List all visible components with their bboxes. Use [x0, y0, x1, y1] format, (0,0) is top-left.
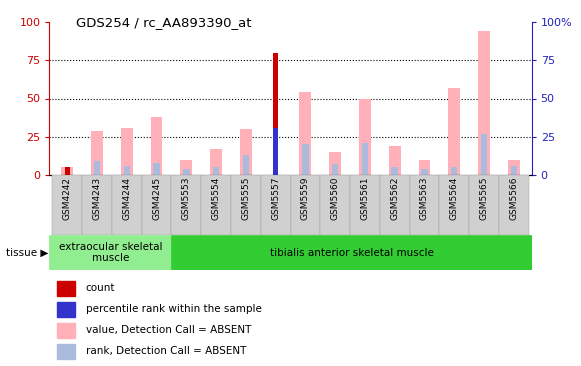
Bar	[273, 128, 278, 175]
Text: GSM5560: GSM5560	[331, 177, 340, 220]
Bar	[142, 175, 171, 235]
Bar	[439, 175, 469, 235]
Text: GSM4244: GSM4244	[122, 177, 131, 220]
Text: GSM5563: GSM5563	[420, 177, 429, 220]
Text: GSM5559: GSM5559	[301, 177, 310, 220]
Text: extraocular skeletal
muscle: extraocular skeletal muscle	[59, 242, 162, 263]
Bar	[290, 175, 320, 235]
Bar	[449, 88, 460, 175]
Bar	[171, 175, 201, 235]
Text: GSM5561: GSM5561	[360, 177, 370, 220]
Bar	[240, 129, 252, 175]
Text: rank, Detection Call = ABSENT: rank, Detection Call = ABSENT	[85, 346, 246, 356]
Bar	[320, 175, 350, 235]
Text: GSM4245: GSM4245	[152, 177, 161, 220]
Bar	[121, 128, 132, 175]
Bar	[243, 155, 249, 175]
Bar	[389, 146, 400, 175]
Text: GDS254 / rc_AA893390_at: GDS254 / rc_AA893390_at	[76, 16, 251, 30]
Bar	[58, 302, 76, 317]
Bar	[112, 175, 142, 235]
Bar	[302, 145, 309, 175]
Bar	[213, 167, 219, 175]
Bar	[65, 167, 70, 175]
Bar	[480, 134, 487, 175]
Bar	[392, 167, 398, 175]
Bar	[410, 175, 439, 235]
Bar	[91, 131, 103, 175]
Bar	[181, 160, 192, 175]
Text: tissue ▶: tissue ▶	[6, 247, 48, 258]
Bar	[359, 98, 371, 175]
Bar	[52, 175, 82, 235]
Text: value, Detection Call = ABSENT: value, Detection Call = ABSENT	[85, 325, 251, 335]
Bar	[58, 323, 76, 338]
Bar	[210, 149, 222, 175]
Bar	[421, 169, 428, 175]
Bar	[350, 175, 380, 235]
Text: GSM4243: GSM4243	[92, 177, 102, 220]
Bar	[299, 92, 311, 175]
Text: percentile rank within the sample: percentile rank within the sample	[85, 304, 261, 314]
Text: GSM5557: GSM5557	[271, 177, 280, 220]
Bar	[82, 175, 112, 235]
Bar	[499, 175, 529, 235]
Text: count: count	[85, 283, 115, 293]
Text: GSM5555: GSM5555	[241, 177, 250, 220]
Bar	[58, 344, 76, 359]
Bar	[380, 175, 410, 235]
Bar	[153, 163, 160, 175]
Bar	[261, 175, 290, 235]
Bar	[171, 235, 532, 270]
Text: GSM5564: GSM5564	[450, 177, 459, 220]
Text: GSM5562: GSM5562	[390, 177, 399, 220]
Text: GSM5554: GSM5554	[211, 177, 221, 220]
Text: GSM5553: GSM5553	[182, 177, 191, 220]
Bar	[329, 152, 341, 175]
Bar	[94, 161, 101, 175]
Text: GSM5566: GSM5566	[510, 177, 518, 220]
Bar	[418, 160, 431, 175]
Text: GSM5565: GSM5565	[479, 177, 489, 220]
Bar	[183, 169, 189, 175]
Bar	[508, 160, 519, 175]
Bar	[231, 175, 261, 235]
Bar	[58, 281, 76, 296]
Bar	[469, 175, 499, 235]
Bar	[273, 53, 278, 175]
Bar	[124, 166, 130, 175]
Text: GSM4242: GSM4242	[63, 177, 71, 220]
Bar	[478, 31, 490, 175]
Bar	[201, 175, 231, 235]
Bar	[332, 164, 338, 175]
Bar	[49, 235, 171, 270]
Bar	[451, 167, 457, 175]
Bar	[362, 143, 368, 175]
Bar	[511, 166, 517, 175]
Bar	[62, 167, 73, 175]
Text: tibialis anterior skeletal muscle: tibialis anterior skeletal muscle	[270, 247, 433, 258]
Bar	[150, 117, 163, 175]
